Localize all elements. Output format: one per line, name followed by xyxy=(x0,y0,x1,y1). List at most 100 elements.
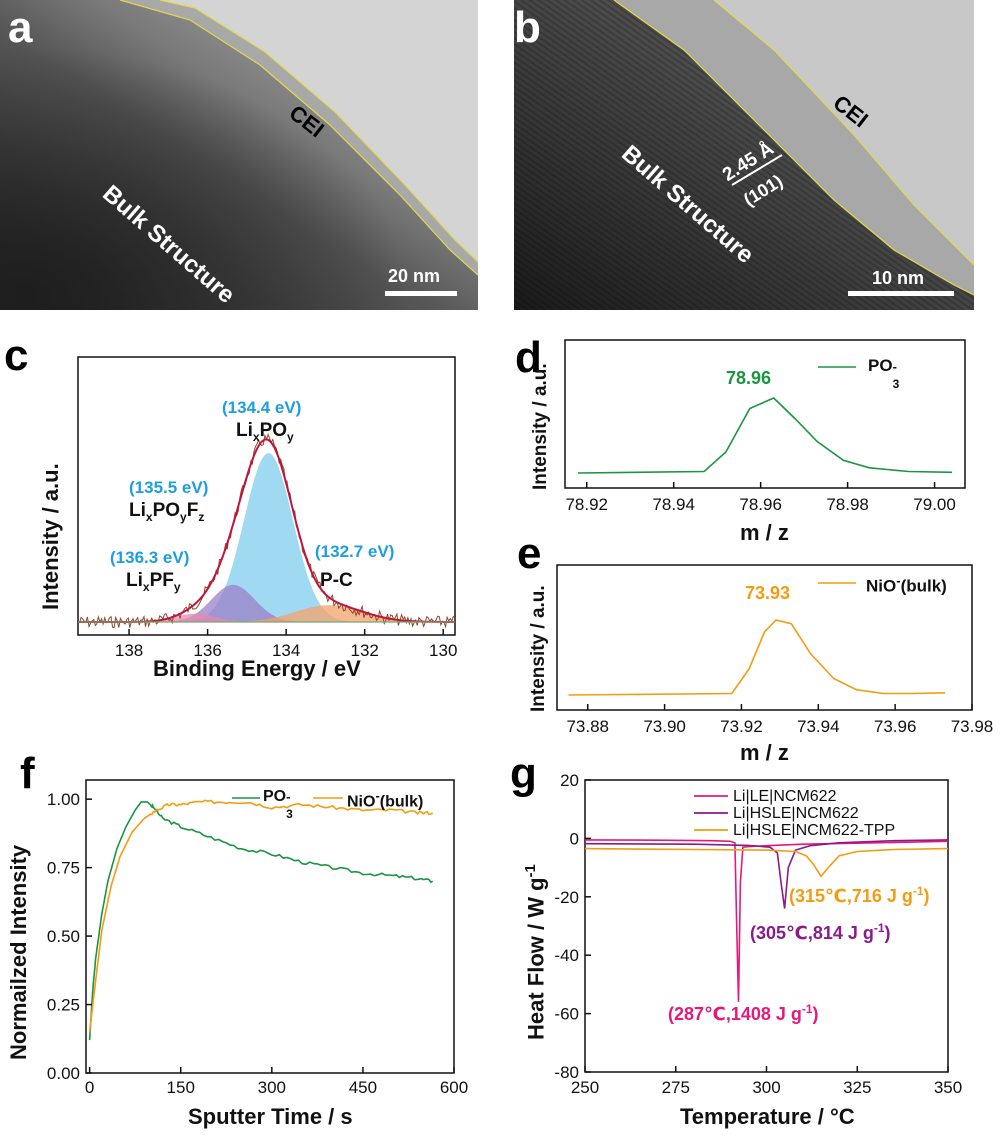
f-series-line-1 xyxy=(88,799,434,1032)
f-y-tick-label: 0.00 xyxy=(47,1064,80,1083)
f-x-tick-label: 450 xyxy=(349,1078,377,1097)
dsc-annotation-1: (287℃,1408 J g-1) xyxy=(668,1002,819,1025)
tem-image-a: a Bulk Structure CEI 20 nm xyxy=(0,0,478,310)
dsc-ann2-sup: -1 xyxy=(873,921,885,935)
g-x-tick-label: 300 xyxy=(752,1078,780,1097)
legend-f2-sup: - xyxy=(375,788,380,803)
peak-label-d: 78.96 xyxy=(726,368,772,388)
g-x-tick-label: 325 xyxy=(843,1078,871,1097)
g-x-tick-label: 275 xyxy=(662,1078,690,1097)
legend-e-sup: - xyxy=(896,573,901,588)
g-legend-label-1: Li|HSLE|NCM622 xyxy=(733,805,859,822)
d-x-tick-label: 78.96 xyxy=(739,495,782,514)
s3-mid: PF xyxy=(149,570,174,591)
dsc-ann1-text: (287℃,1408 J g xyxy=(668,1004,802,1024)
dsc-ann2-text: (305℃,814 J g xyxy=(750,923,874,943)
s1-sub1: x xyxy=(252,429,260,444)
peak-energy-label-3: (136.3 eV) xyxy=(110,548,190,567)
dsc-ann3-sup: -1 xyxy=(912,884,924,898)
f-x-tick-label: 600 xyxy=(440,1078,468,1097)
legend-d-sub: 3 xyxy=(892,377,900,391)
f-x-tick-label: 300 xyxy=(258,1078,286,1097)
legend-label-f-1: PO - 3 xyxy=(263,788,294,821)
f-y-tick-label: 1.00 xyxy=(47,790,80,809)
legend-e-suffix: (bulk) xyxy=(900,576,947,596)
cei-boundary-outer-b xyxy=(713,0,974,266)
g-x-tick-label: 250 xyxy=(571,1078,599,1097)
peak-species-label-1: LixPOy xyxy=(236,420,294,444)
scalebar-label-a: 20 nm xyxy=(388,266,441,286)
g-legend-label-0: Li|LE|NCM622 xyxy=(733,788,837,805)
panel-letter-c: c xyxy=(4,331,29,380)
plot-frame-f xyxy=(85,779,455,1074)
cei-boundary-inner-b xyxy=(613,0,974,296)
dsc-ann1-end: ) xyxy=(812,1004,819,1024)
cei-boundary-outer xyxy=(159,0,478,263)
d-x-tick-label: 78.94 xyxy=(652,495,695,514)
legend-e-text: NiO xyxy=(866,576,897,596)
f-x-tick-label: 150 xyxy=(167,1078,195,1097)
peak-LixPFy xyxy=(78,613,455,622)
s1-sub2: y xyxy=(287,429,294,444)
legend-label-d: PO - 3 xyxy=(868,356,901,391)
panel-letter-e: e xyxy=(517,529,542,578)
dsc-annotation-3: (315℃,716 J g-1) xyxy=(789,884,930,907)
legend-f2-text: NiO xyxy=(347,793,376,811)
peak-species-label-4: P-C xyxy=(320,570,353,591)
s3-base: Li xyxy=(126,570,143,591)
legend-label-f-2: NiO-(bulk) xyxy=(347,788,423,811)
dsc-ann2-end: ) xyxy=(884,923,891,943)
x-axis-title-g: Temperature / °C xyxy=(680,1104,855,1129)
legend-d-sup: - xyxy=(892,359,897,374)
panel-letter-a: a xyxy=(8,3,33,52)
e-x-tick-label: 73.92 xyxy=(720,717,763,736)
g-y-tick-label: 0 xyxy=(570,829,579,848)
s2-sub1: x xyxy=(145,509,153,524)
x-axis-title-c: Binding Energy / eV xyxy=(153,656,361,681)
panel-letter-b: b xyxy=(514,3,541,52)
scalebar-b xyxy=(848,291,954,296)
g-y-tick-label: -60 xyxy=(554,1005,579,1024)
peak-species-label-3: LixPFy xyxy=(126,570,181,594)
legend-label-e: NiO-(bulk) xyxy=(866,573,947,597)
legend-f1-text: PO xyxy=(263,788,287,805)
x-axis-title-d: m / z xyxy=(740,520,789,545)
g-y-tick-label: -80 xyxy=(554,1063,579,1082)
s3-sub2: y xyxy=(173,579,181,594)
f-y-tick-label: 0.50 xyxy=(47,927,80,946)
y-axis-title-e: Intensity / a.u. xyxy=(528,585,549,712)
cei-boundary-inner xyxy=(119,0,478,276)
e-x-tick-label: 73.94 xyxy=(797,717,840,736)
x-axis-title-e: m / z xyxy=(740,740,789,765)
y-axis-title-g: Heat Flow / W g-1 xyxy=(522,864,549,1040)
y-axis-title-d: Intensity / a.u. xyxy=(530,363,551,490)
s2-sub3: z xyxy=(198,509,205,524)
peak-energy-label-1: (134.4 eV) xyxy=(222,398,302,417)
y-axis-title-g-sup: -1 xyxy=(522,864,539,878)
y-axis-title-f: Normailzed Intensity xyxy=(6,844,31,1060)
f-x-tick-label: 0 xyxy=(85,1078,94,1097)
s2-mid2: F xyxy=(186,500,199,521)
scalebar-a xyxy=(385,291,457,296)
lattice-marker xyxy=(731,154,783,186)
g-x-tick-label: 350 xyxy=(934,1078,962,1097)
plot-frame-d xyxy=(564,339,966,489)
s1-base: Li xyxy=(236,420,253,441)
legend-f1-sub: 3 xyxy=(286,807,293,821)
d-x-tick-label: 78.92 xyxy=(565,495,608,514)
x-axis-title-f: Sputter Time / s xyxy=(188,1104,353,1129)
peak-energy-label-2: (135.5 eV) xyxy=(129,478,209,497)
f-y-tick-label: 0.25 xyxy=(47,996,80,1015)
s1-mid: PO xyxy=(259,420,288,441)
f-y-tick-label: 0.75 xyxy=(47,859,80,878)
dsc-ann1-sup: -1 xyxy=(801,1002,813,1016)
e-x-tick-label: 73.98 xyxy=(951,717,994,736)
s2-sub2: y xyxy=(180,509,187,524)
peak-label-e: 73.93 xyxy=(745,583,791,603)
d-x-tick-label: 79.00 xyxy=(913,495,956,514)
s2-mid: PO xyxy=(152,500,181,521)
s2-base: Li xyxy=(129,500,146,521)
d-x-tick-label: 78.98 xyxy=(826,495,869,514)
fit-envelope xyxy=(78,438,455,623)
d-series-line xyxy=(577,397,953,474)
